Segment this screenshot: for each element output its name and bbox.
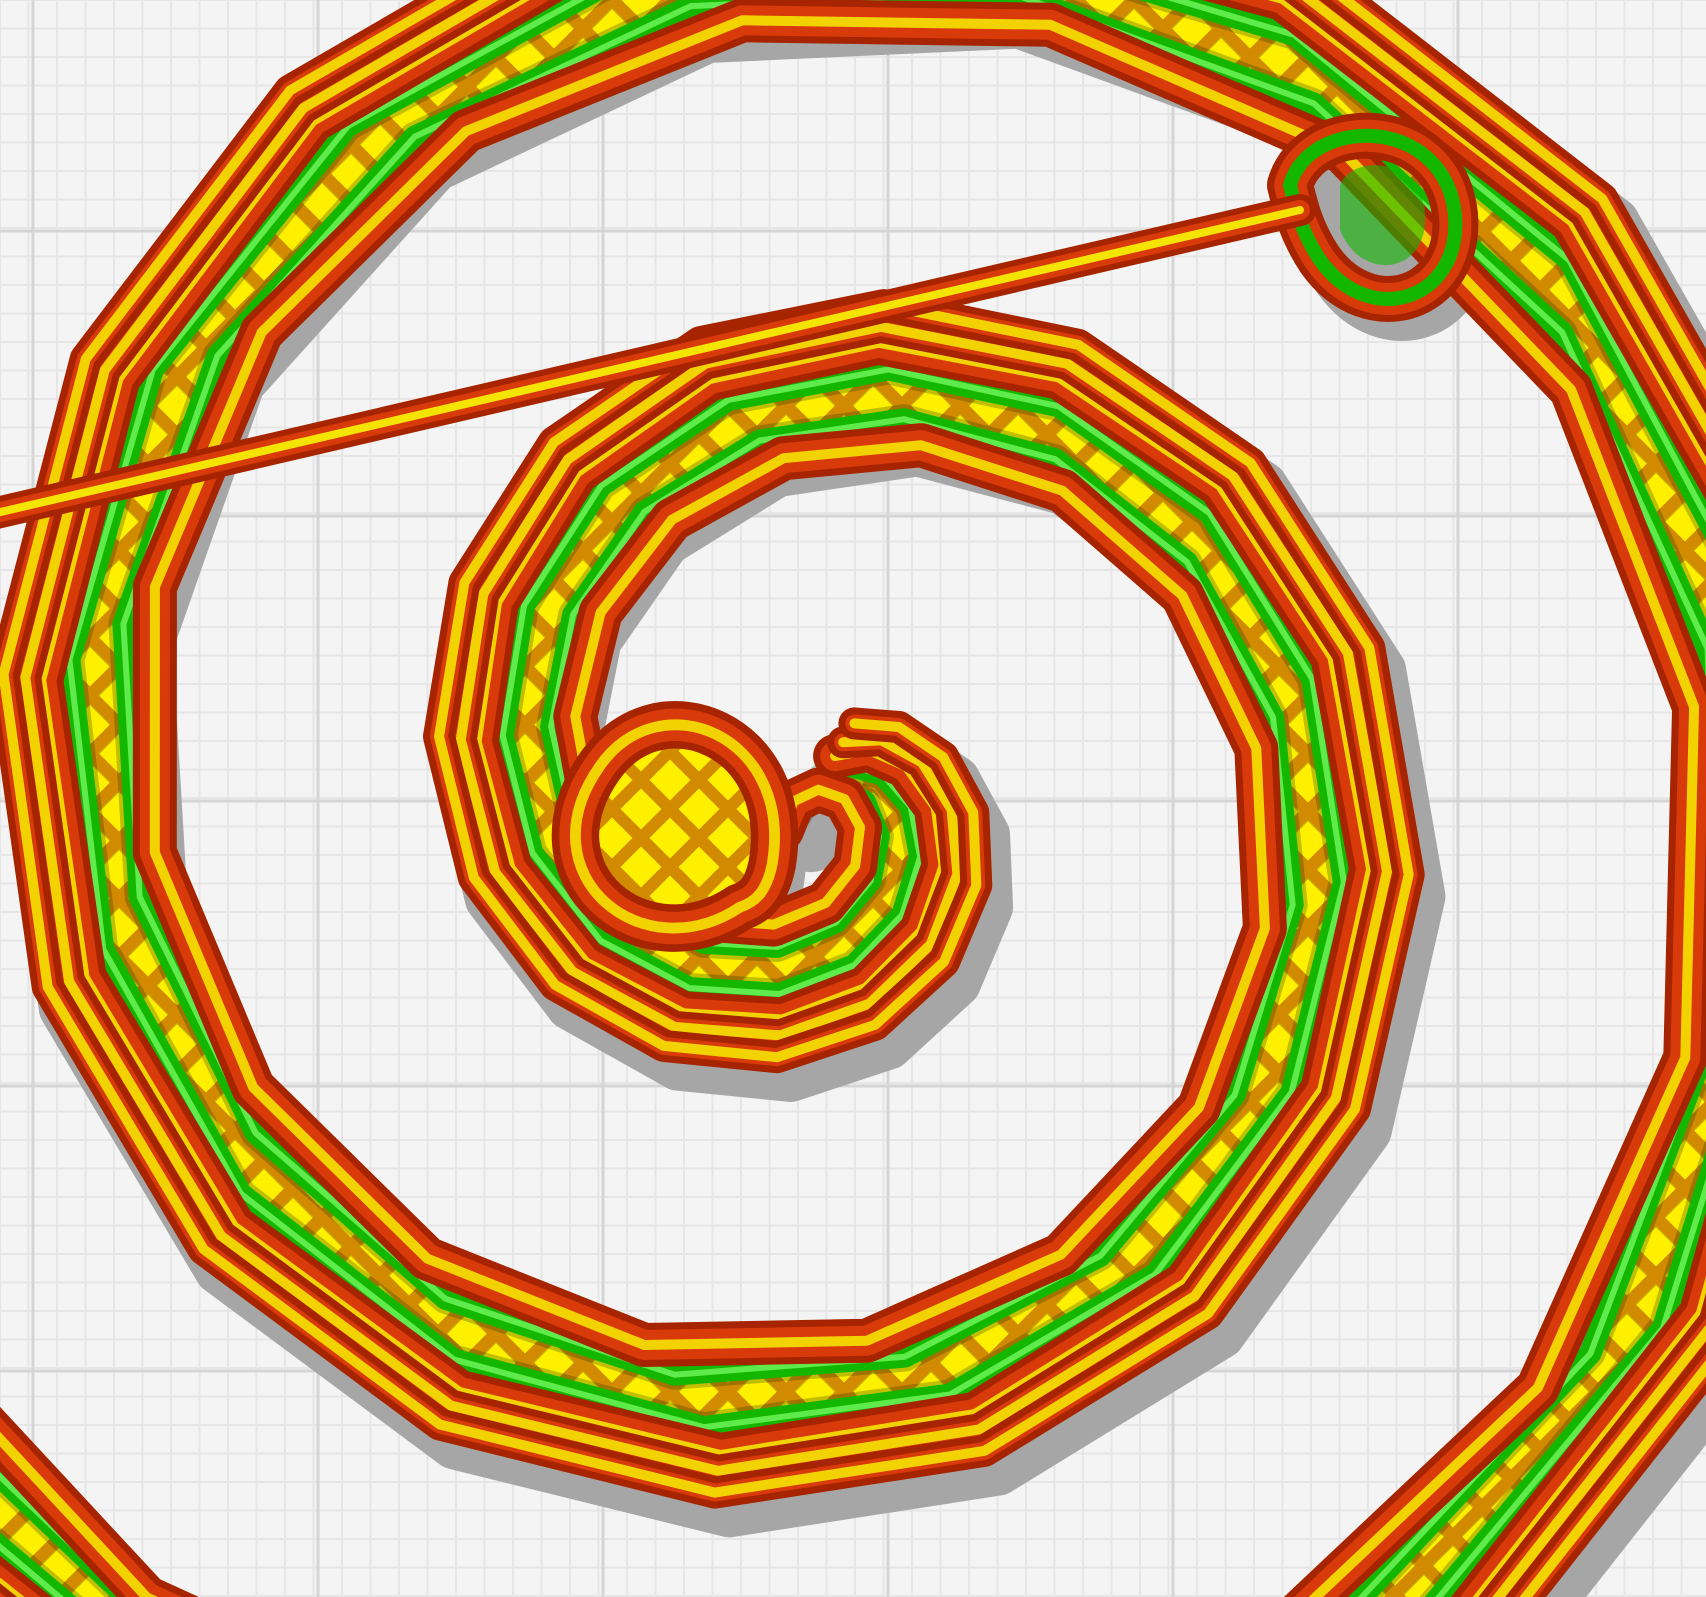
- slicer-layer-viewport[interactable]: [0, 0, 1706, 1597]
- slicer-svg-canvas: [0, 0, 1706, 1597]
